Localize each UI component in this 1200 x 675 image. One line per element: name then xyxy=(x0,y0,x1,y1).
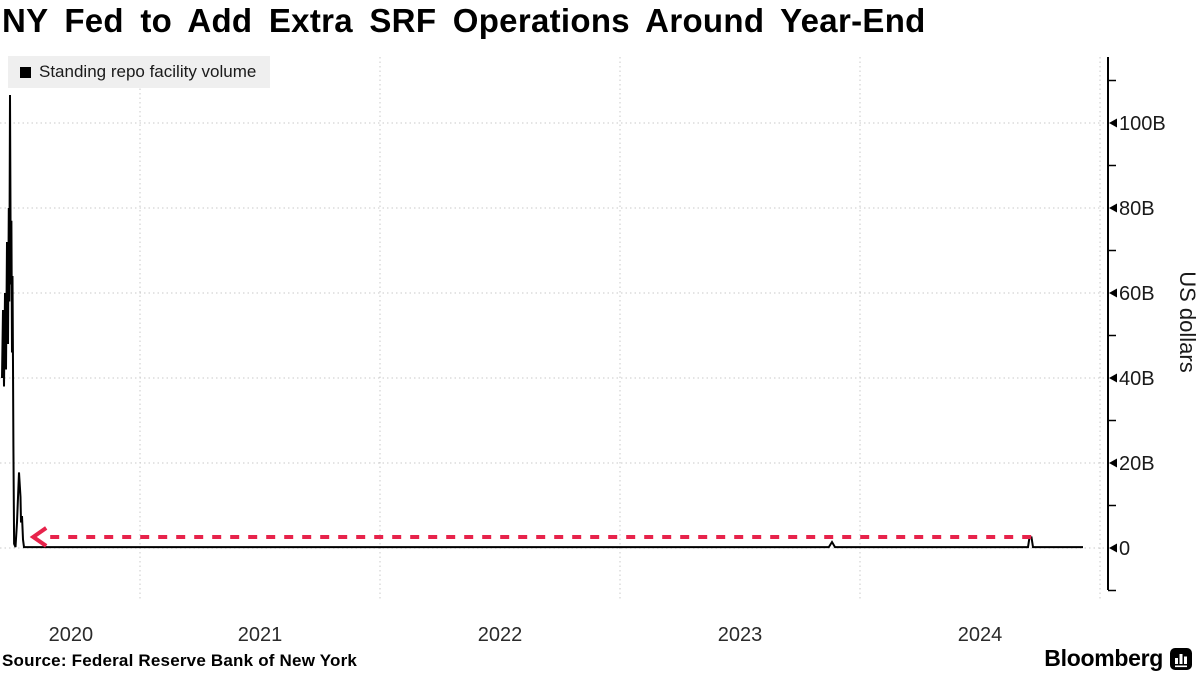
x-tick-label: 2022 xyxy=(478,624,523,646)
chart-title: NY Fed to Add Extra SRF Operations Aroun… xyxy=(2,2,926,39)
bloomberg-logo: Bloomberg xyxy=(1044,645,1192,672)
x-tick-label: 2023 xyxy=(718,624,763,646)
legend-series-marker xyxy=(20,66,31,78)
legend-label: Standing repo facility volume xyxy=(39,62,257,81)
y-tick-label: 100B xyxy=(1119,113,1166,135)
y-tick-arrow-icon xyxy=(1109,543,1117,553)
bloomberg-wordmark: Bloomberg xyxy=(1044,645,1163,671)
bar-chart-icon xyxy=(1170,647,1192,670)
y-tick-arrow-icon xyxy=(1109,288,1117,298)
y-axis-title: US dollars xyxy=(1175,271,1200,372)
y-tick-arrow-icon xyxy=(1109,373,1117,383)
y-tick-label: 40B xyxy=(1119,368,1155,390)
annotation-arrowhead-icon xyxy=(29,526,48,548)
y-tick-label: 80B xyxy=(1119,198,1155,220)
y-tick-label: 0 xyxy=(1119,538,1130,560)
y-tick-arrow-icon xyxy=(1109,458,1117,468)
x-tick-label: 2020 xyxy=(49,624,94,646)
series-line xyxy=(1,94,1083,549)
y-tick-label: 60B xyxy=(1119,283,1155,305)
y-tick-arrow-icon xyxy=(1109,203,1117,213)
x-tick-label: 2021 xyxy=(238,624,283,646)
y-tick-label: 20B xyxy=(1119,453,1155,475)
legend: Standing repo facility volume xyxy=(8,56,271,88)
y-tick-arrow-icon xyxy=(1109,118,1117,128)
x-tick-label: 2024 xyxy=(958,624,1003,646)
source-note: Source: Federal Reserve Bank of New York xyxy=(2,651,358,670)
